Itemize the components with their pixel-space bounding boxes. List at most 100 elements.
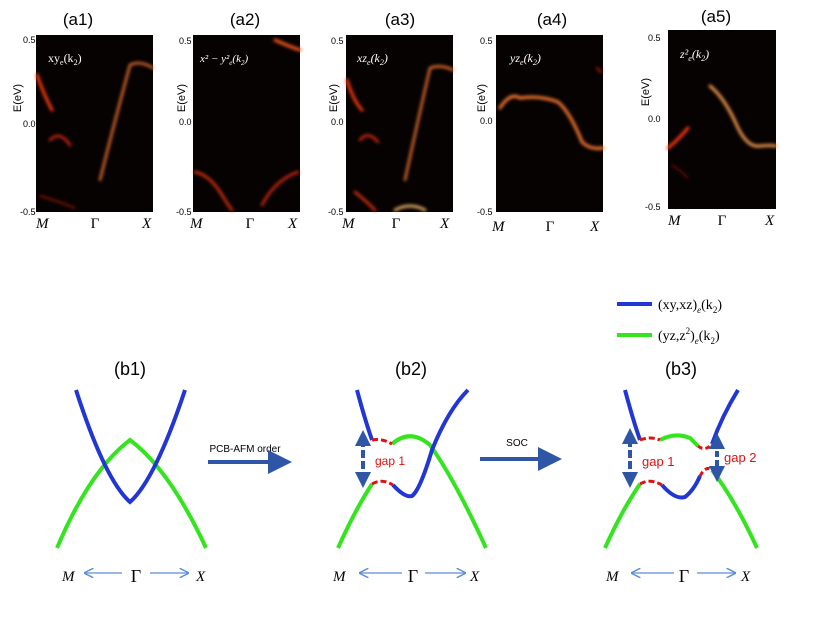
y-tick-mid: 0.0 <box>179 117 192 127</box>
blue-band-left <box>355 389 374 441</box>
blue-band-mid <box>660 475 702 500</box>
band-streak <box>48 134 72 147</box>
transition-soc: SOC <box>480 438 562 471</box>
panel-a3: (a3) E(eV) 0.5 0.0 -0.5 xze(k2) M Γ X <box>328 10 455 232</box>
panel-a5: (a5) E(eV) 0.5 0.0 -0.5 z²e(k2) M Γ X <box>640 7 778 229</box>
x-tick-X: X <box>439 216 450 232</box>
y-tick-top: 0.5 <box>480 36 493 46</box>
x-tick-gamma: Γ <box>408 566 418 586</box>
x-tick-gamma: Γ <box>718 213 727 229</box>
band-streak <box>498 94 605 150</box>
y-tick-top: 0.5 <box>179 36 192 46</box>
x-tick-gamma: Γ <box>546 219 555 235</box>
y-tick-top: 0.5 <box>648 33 661 43</box>
band-streak <box>666 126 690 150</box>
gap2-lower-dashed <box>698 467 713 477</box>
band-streak <box>39 195 76 209</box>
panel-tag: (a4) <box>537 10 567 29</box>
y-tick-bot: -0.5 <box>176 207 192 217</box>
panel-b2: (b2) gap 1 M Γ X <box>332 359 488 586</box>
x-tick-X: X <box>740 569 751 585</box>
blue-band-right <box>391 388 470 499</box>
legend: (xy,xz)e(k2) (yz,z2)e(k2) <box>617 298 722 346</box>
x-tick-M: M <box>605 569 620 585</box>
panel-tag: (b2) <box>395 359 427 379</box>
green-band-mid <box>659 433 700 448</box>
panel-tag: (a5) <box>701 7 731 26</box>
x-tick-X: X <box>141 216 152 232</box>
gap-1-label: gap 1 <box>642 454 675 469</box>
panel-tag: (b1) <box>114 359 146 379</box>
legend-label-blue: (xy,xz)e(k2) <box>658 298 722 315</box>
orbital-label: x² − y²e(k2) <box>199 53 248 67</box>
legend-label-green: (yz,z2)e(k2) <box>658 326 720 346</box>
x-tick-X: X <box>287 216 298 232</box>
x-tick-M: M <box>35 216 50 232</box>
x-tick-gamma: Γ <box>246 216 255 232</box>
band-streak <box>403 65 455 182</box>
spectral-plot <box>346 35 453 212</box>
band-streak <box>273 38 302 52</box>
x-tick-M: M <box>332 569 347 585</box>
transition-label: SOC <box>506 438 528 449</box>
panel-tag: (b3) <box>665 359 697 379</box>
band-streak <box>353 190 377 212</box>
orbital-label: xye(k2) <box>48 51 82 67</box>
x-tick-M: M <box>667 213 682 229</box>
gap-lower-dashed <box>371 479 394 487</box>
gap1-lower-dashed <box>639 479 663 487</box>
panel-b3: (b3) gap 1 gap 2 M Γ X <box>603 359 759 586</box>
y-tick-mid: 0.0 <box>331 117 344 127</box>
y-tick-bot: -0.5 <box>328 207 344 217</box>
green-band-right <box>710 468 759 549</box>
y-tick-top: 0.5 <box>23 35 36 45</box>
y-axis-label: E(eV) <box>176 84 188 112</box>
panel-a2: (a2) E(eV) 0.5 0.0 -0.5 x² − y²e(k2) M Γ… <box>176 10 302 232</box>
gap-1-label: gap 1 <box>375 454 405 468</box>
transition-pcb-afm: PCB-AFM order <box>208 444 292 474</box>
x-tick-M: M <box>61 569 76 585</box>
y-axis-label: E(eV) <box>12 84 24 112</box>
y-tick-bot: -0.5 <box>645 202 661 212</box>
panel-a1: (a1) E(eV) 0.5 0.0 -0.5 xye(k2) M Γ X <box>12 10 155 232</box>
panel-tag: (a3) <box>385 10 415 29</box>
y-tick-mid: 0.0 <box>648 114 661 124</box>
y-axis-label: E(eV) <box>476 84 488 112</box>
x-tick-M: M <box>189 216 204 232</box>
gap1-upper-dashed <box>639 436 661 442</box>
gap2-upper-dashed <box>697 442 714 451</box>
panel-tag: (a2) <box>230 10 260 29</box>
blue-band-left <box>623 389 642 441</box>
blue-band-right <box>710 388 740 445</box>
x-tick-gamma: Γ <box>679 566 689 586</box>
band-streak <box>260 170 300 207</box>
spectral-plot <box>496 35 603 212</box>
band-streak <box>193 170 234 212</box>
x-tick-M: M <box>341 216 356 232</box>
y-tick-bot: -0.5 <box>477 207 493 217</box>
panel-a4: (a4) E(eV) 0.5 0.0 -0.5 yze(k2) M Γ X <box>476 10 605 235</box>
y-tick-top: 0.5 <box>331 36 344 46</box>
band-streak <box>393 204 427 212</box>
band-streak <box>708 84 778 148</box>
green-band-right <box>390 434 488 549</box>
orbital-label: yze(k2) <box>509 51 541 67</box>
spectral-plot <box>668 30 776 209</box>
band-streak <box>345 78 364 112</box>
y-axis-label: E(eV) <box>328 84 340 112</box>
x-tick-X: X <box>469 569 480 585</box>
band-streak <box>596 67 602 73</box>
y-tick-mid: 0.0 <box>480 116 493 126</box>
x-tick-M: M <box>491 219 506 235</box>
band-streak <box>35 73 54 112</box>
orbital-label: xze(k2) <box>356 51 388 67</box>
green-band-left <box>603 482 642 549</box>
transition-label: PCB-AFM order <box>209 444 281 455</box>
x-tick-X: X <box>589 219 600 235</box>
panel-tag: (a1) <box>63 10 93 29</box>
x-tick-gamma: Γ <box>131 566 141 586</box>
green-band-left <box>336 482 374 549</box>
x-tick-X: X <box>195 569 206 585</box>
gap-upper-dashed <box>371 438 393 446</box>
